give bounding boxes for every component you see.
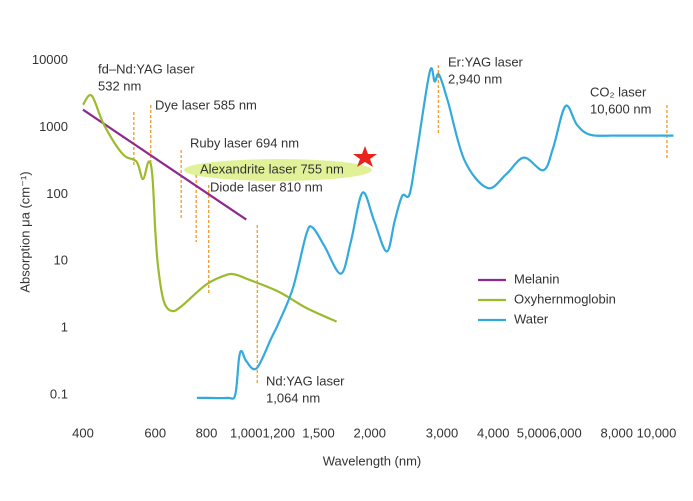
series-line xyxy=(82,93,338,323)
y-tick-label: 10000 xyxy=(32,52,68,67)
x-tick-label: 8,000 xyxy=(600,425,633,440)
laser-label: Alexandrite laser 755 nm xyxy=(200,161,344,176)
x-tick-label: 5,000 xyxy=(517,425,550,440)
laser-label: 1,064 nm xyxy=(266,390,320,405)
y-tick-label: 0.1 xyxy=(50,386,68,401)
laser-label: Dye laser 585 nm xyxy=(155,97,257,112)
x-tick-label: 4,000 xyxy=(477,425,510,440)
y-tick-label: 100 xyxy=(46,186,68,201)
x-tick-label: 1,000 xyxy=(230,425,263,440)
laser-label: 2,940 nm xyxy=(448,71,502,86)
y-tick-label: 10 xyxy=(54,253,68,268)
laser-label: fd–Nd:YAG laser xyxy=(98,61,195,76)
laser-label: CO₂ laser xyxy=(590,84,647,99)
series-line xyxy=(196,67,674,400)
x-tick-label: 800 xyxy=(196,425,218,440)
x-tick-label: 6,000 xyxy=(549,425,582,440)
laser-label: 10,600 nm xyxy=(590,101,651,116)
laser-label: Ruby laser 694 nm xyxy=(190,135,299,150)
star-marker xyxy=(353,146,377,167)
legend-label: Melanin xyxy=(514,271,560,286)
y-axis-title: Absorption μa (cm⁻¹) xyxy=(17,171,32,292)
y-tick-label: 1 xyxy=(61,319,68,334)
highlight xyxy=(184,159,372,181)
legend-label: Oxyhernmoglobin xyxy=(514,291,616,306)
x-axis-title: Wavelength (nm) xyxy=(323,453,422,468)
y-tick-label: 1000 xyxy=(39,119,68,134)
x-tick-label: 3,000 xyxy=(426,425,459,440)
laser-label: 532 nm xyxy=(98,78,141,93)
series-line xyxy=(82,108,247,221)
laser-label: Diode laser 810 nm xyxy=(210,179,323,194)
x-tick-label: 1,500 xyxy=(302,425,335,440)
x-tick-label: 400 xyxy=(72,425,94,440)
laser-label: Nd:YAG laser xyxy=(266,373,345,388)
x-tick-label: 1,200 xyxy=(262,425,295,440)
x-tick-label: 600 xyxy=(144,425,166,440)
x-tick-label: 10,000 xyxy=(637,425,677,440)
x-tick-label: 2,000 xyxy=(353,425,386,440)
laser-label: Er:YAG laser xyxy=(448,54,524,69)
legend-label: Water xyxy=(514,311,549,326)
